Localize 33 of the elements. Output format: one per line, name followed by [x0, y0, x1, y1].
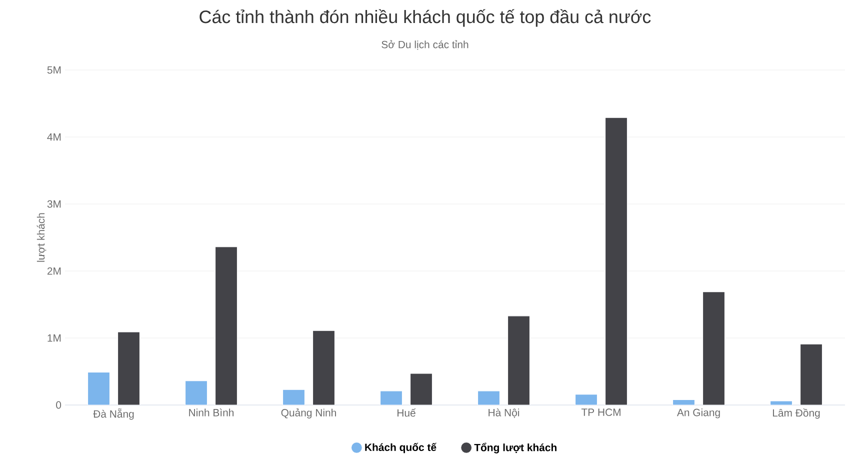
bar	[575, 394, 598, 405]
x-tick-label: Huế	[398, 408, 416, 417]
x-tick-label: Lâm Đồng	[772, 408, 820, 419]
bar	[117, 332, 140, 405]
y-tick-label: 4M	[47, 133, 61, 141]
bar	[507, 316, 530, 405]
chart-subtitle: Sở Du lịch các tỉnh	[382, 40, 468, 50]
y-tick-label: 1M	[48, 334, 61, 342]
x-tick-label: Đà Nẵng	[93, 408, 134, 420]
x-tick-label: Hà Nội	[488, 408, 520, 418]
bar	[312, 330, 336, 405]
bar	[282, 389, 306, 405]
bar	[214, 246, 238, 405]
y-tick-label: 2M	[47, 267, 61, 275]
bar	[87, 372, 110, 405]
bar	[702, 291, 726, 405]
bar	[800, 344, 823, 405]
bar	[410, 373, 433, 405]
x-tick-label: An Giang	[676, 408, 720, 418]
y-tick-label: 5M	[47, 66, 61, 74]
legend-label: Khách quốc tế	[365, 442, 437, 454]
y-axis-title: lượt khách	[36, 213, 46, 262]
bar	[604, 117, 628, 405]
chart-title: Các tỉnh thành đón nhiều khách quốc tế top đầu cả nước	[200, 9, 651, 27]
bar	[380, 390, 403, 405]
bar	[477, 390, 500, 405]
bar	[184, 380, 208, 405]
x-tick-label: Quảng Ninh	[281, 408, 336, 418]
legend-label: Tổng lượt khách	[474, 442, 556, 454]
x-tick-label: TP HCM	[581, 408, 620, 416]
y-tick-label: 3M	[47, 200, 61, 208]
y-tick-label: 0	[56, 401, 62, 409]
x-tick-label: Ninh Bình	[189, 408, 234, 416]
